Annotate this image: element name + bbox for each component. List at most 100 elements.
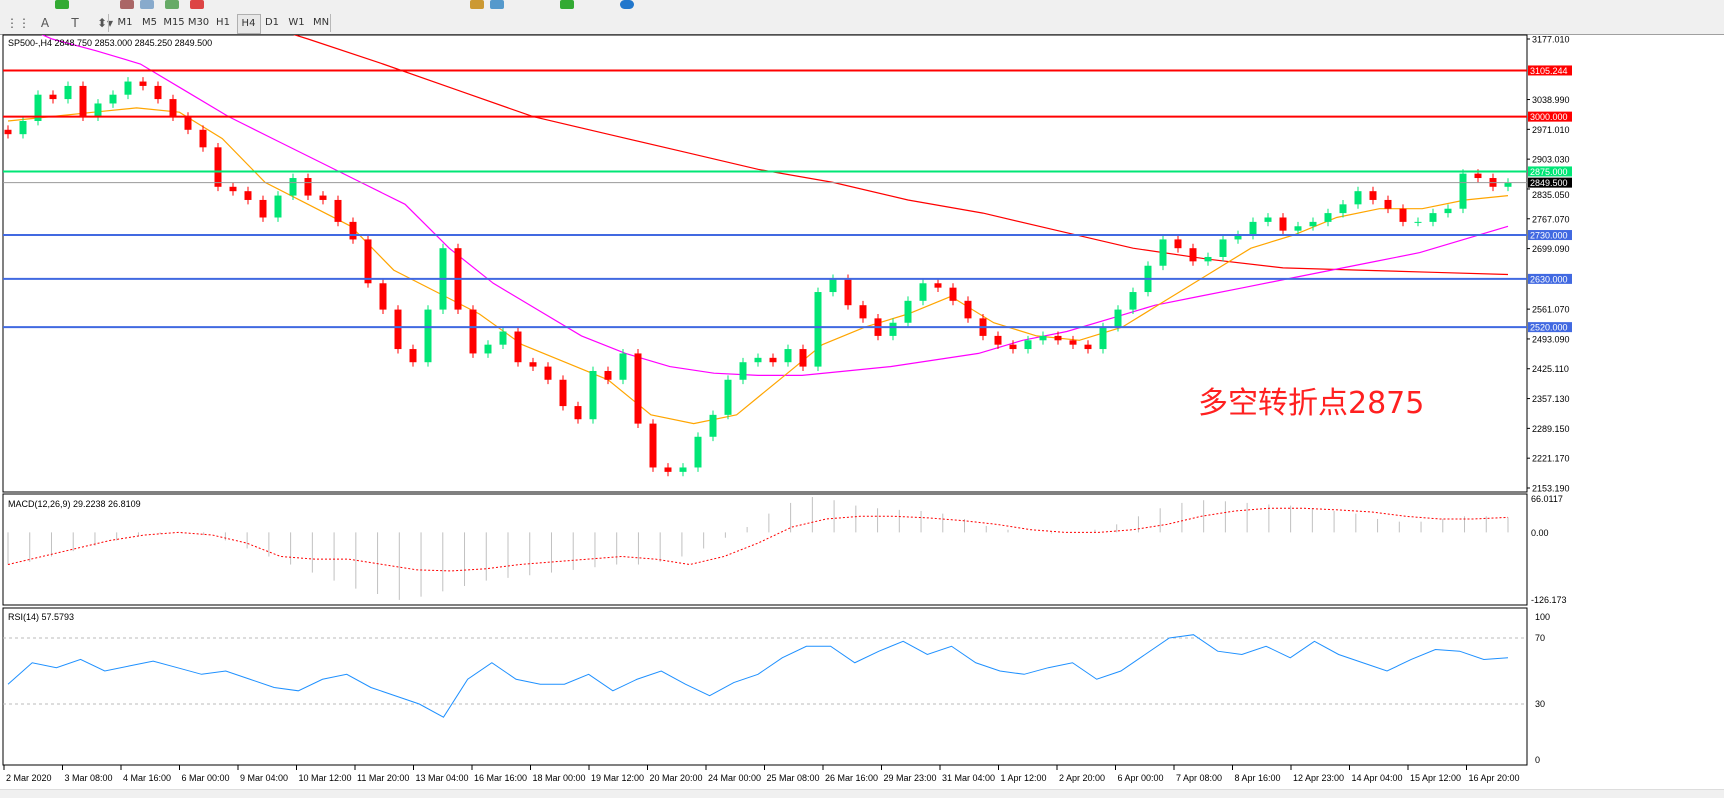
candle-body: [184, 116, 192, 130]
candle: [544, 362, 552, 385]
candle-body: [994, 335, 1002, 345]
timeframe-mn-button[interactable]: MN: [312, 17, 330, 28]
price-tick-label: 2767.070: [1532, 214, 1570, 224]
timeframe-m15-button[interactable]: M15: [163, 17, 185, 28]
candle: [154, 81, 162, 104]
candle-body: [394, 309, 402, 350]
candle-body: [19, 121, 27, 135]
candle-body: [94, 103, 102, 117]
price-tick-label: 3038.990: [1532, 95, 1570, 105]
level-label: 3105.244: [1530, 66, 1568, 76]
globe-icon[interactable]: [620, 0, 634, 9]
level-label: 2630.000: [1530, 274, 1568, 284]
candle: [1174, 235, 1182, 253]
arrows-icon[interactable]: ⬍▾: [96, 16, 114, 30]
candle-body: [709, 414, 717, 437]
timeframe-w1-button[interactable]: W1: [288, 17, 305, 28]
symbol-info: SP500-,H4 2848.750 2853.000 2845.250 284…: [8, 38, 212, 48]
candle-body: [844, 278, 852, 306]
rsi-line: [7, 634, 1509, 718]
candle-body: [544, 366, 552, 380]
status-strip: [0, 789, 1724, 798]
candle: [679, 463, 687, 477]
candle: [1024, 335, 1032, 354]
level-label: 2849.500: [1530, 178, 1568, 188]
time-tick-label: 6 Apr 00:00: [1118, 773, 1164, 783]
text-label-icon[interactable]: T: [71, 16, 79, 30]
price-tick-label: 2835.050: [1532, 190, 1570, 200]
timeframe-m5-button[interactable]: M5: [142, 17, 157, 28]
ma-fast-line: [7, 107, 1509, 425]
time-tick-label: 2 Mar 2020: [6, 773, 52, 783]
level-badge: [1528, 230, 1572, 241]
toolbar-icon[interactable]: [490, 0, 504, 9]
candle-body: [49, 94, 57, 100]
candle-body: [754, 357, 762, 363]
candle-body: [1114, 309, 1122, 328]
candle: [1429, 208, 1437, 227]
toolbar-icon[interactable]: [470, 0, 484, 9]
toolbar-icon[interactable]: [165, 0, 179, 9]
candle-body: [34, 94, 42, 122]
candle: [904, 296, 912, 328]
candle: [634, 349, 642, 429]
candle: [1414, 217, 1422, 227]
time-tick-label: 12 Apr 23:00: [1293, 773, 1344, 783]
candle: [379, 278, 387, 314]
candle: [19, 116, 27, 139]
candle-body: [1459, 173, 1467, 209]
candle-body: [559, 379, 567, 407]
candle: [304, 173, 312, 200]
candle-body: [889, 322, 897, 336]
toolbar-icon[interactable]: [120, 0, 134, 9]
add-icon[interactable]: [560, 0, 574, 9]
price-tick-label: 2903.030: [1532, 155, 1570, 165]
candle: [739, 357, 747, 385]
toolbar-icon[interactable]: [190, 0, 204, 9]
level-badge: [1528, 65, 1572, 76]
time-tick-label: 15 Apr 12:00: [1410, 773, 1461, 783]
crosshair-grid-icon[interactable]: ⋮⋮: [6, 16, 30, 30]
candle-body: [499, 331, 507, 345]
time-tick-label: 26 Mar 16:00: [825, 773, 878, 783]
toolbar-separator: [330, 14, 331, 32]
candle-body: [1294, 226, 1302, 231]
time-tick-label: 1 Apr 12:00: [1001, 773, 1047, 783]
candle: [1234, 230, 1242, 244]
candle: [994, 331, 1002, 350]
candle: [664, 463, 672, 477]
candle-body: [739, 362, 747, 380]
candle-body: [124, 81, 132, 95]
level-badge: [1528, 322, 1572, 333]
macd-tick-label: 0.00: [1531, 528, 1549, 538]
level-badge: [1528, 111, 1572, 122]
candle-body: [1429, 213, 1437, 222]
candle: [1294, 221, 1302, 236]
candle: [199, 125, 207, 152]
candle: [1354, 186, 1362, 209]
macd-label: MACD(12,26,9) 29.2238 26.8109: [8, 499, 141, 509]
candle-body: [349, 221, 357, 240]
time-tick-label: 16 Mar 16:00: [474, 773, 527, 783]
candle: [244, 186, 252, 205]
candle: [934, 278, 942, 293]
candle-body: [1309, 221, 1317, 227]
time-tick-label: 2 Apr 20:00: [1059, 773, 1105, 783]
timeframe-h1-button[interactable]: H1: [216, 17, 230, 28]
toolbar-icon[interactable]: [140, 0, 154, 9]
candle-body: [484, 344, 492, 354]
new-order-icon[interactable]: [55, 0, 69, 9]
candle-body: [1054, 335, 1062, 341]
text-icon[interactable]: A: [40, 16, 50, 30]
price-tick-label: 2493.090: [1532, 335, 1570, 345]
timeframe-d1-button[interactable]: D1: [264, 17, 280, 28]
candle-body: [1084, 344, 1092, 350]
timeframe-h4-button[interactable]: H4: [236, 14, 261, 34]
candle-body: [919, 283, 927, 301]
candle-body: [139, 81, 147, 86]
timeframe-m1-button[interactable]: M1: [117, 17, 133, 28]
timeframe-m30-button[interactable]: M30: [187, 17, 210, 28]
candle: [1264, 213, 1272, 227]
price-tick-label: 2971.010: [1532, 125, 1570, 135]
